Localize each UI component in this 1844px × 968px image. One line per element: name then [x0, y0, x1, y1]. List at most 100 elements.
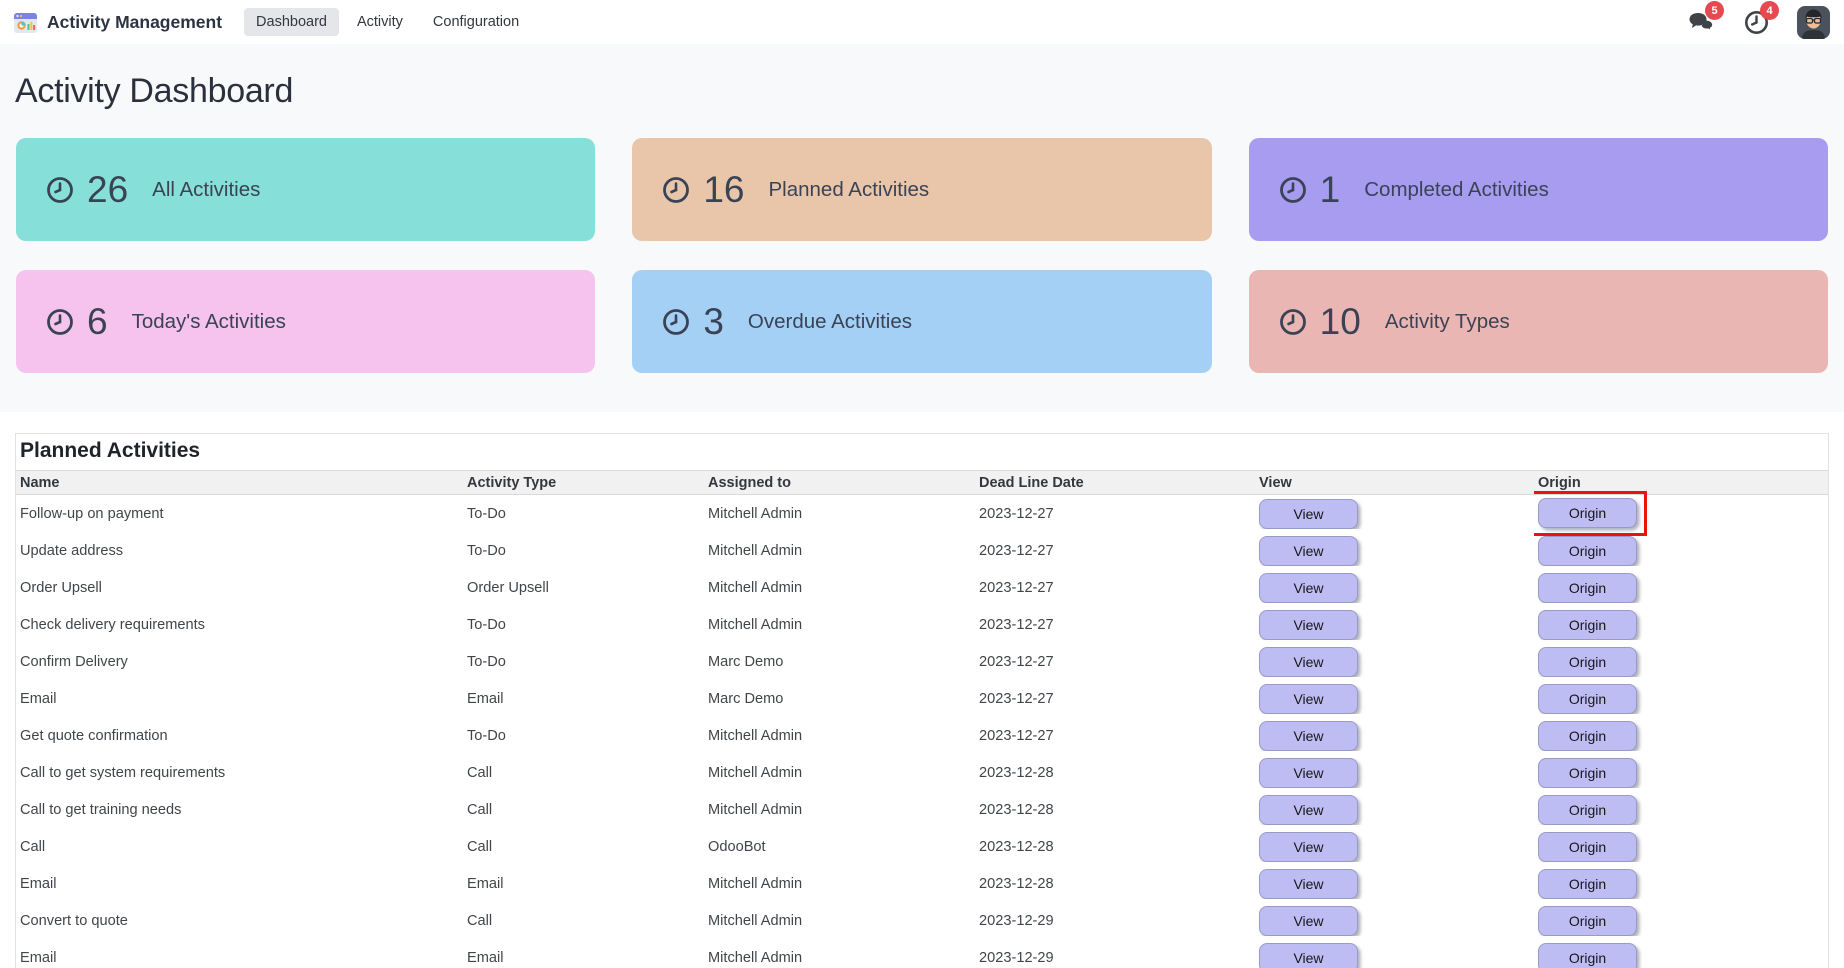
- view-button[interactable]: View: [1259, 757, 1358, 788]
- view-button[interactable]: View: [1259, 831, 1358, 862]
- col-header-name: Name: [20, 474, 60, 491]
- table-header-row: Name Activity Type Assigned to Dead Line…: [16, 470, 1828, 495]
- view-button[interactable]: View: [1259, 498, 1358, 529]
- activity-name: Call to get system requirements: [20, 764, 226, 781]
- nav-item-configuration[interactable]: Configuration: [432, 14, 520, 30]
- view-button[interactable]: View: [1259, 720, 1358, 751]
- origin-highlight-box: Origin: [1538, 572, 1637, 603]
- activity-name: Check delivery requirements: [20, 616, 205, 633]
- assigned-to: Mitchell Admin: [708, 949, 803, 966]
- planned-activities-card: Planned Activities Name Activity Type As…: [15, 433, 1829, 968]
- stat-count: 6: [87, 300, 108, 342]
- user-avatar[interactable]: [1797, 5, 1830, 39]
- assigned-to: OdooBot: [708, 838, 766, 855]
- view-button[interactable]: View: [1259, 572, 1358, 603]
- assigned-to: Mitchell Admin: [708, 616, 803, 633]
- origin-button[interactable]: Origin: [1538, 794, 1637, 825]
- app-logo-icon[interactable]: [13, 10, 38, 35]
- stat-label: All Activities: [152, 177, 261, 201]
- col-header-activity-type: Activity Type: [467, 474, 557, 491]
- view-button[interactable]: View: [1259, 683, 1358, 714]
- stat-label: Today's Activities: [131, 309, 286, 333]
- messages-button[interactable]: 5: [1687, 1, 1724, 35]
- origin-button[interactable]: Origin: [1538, 757, 1637, 788]
- activity-name: Email: [20, 875, 57, 892]
- stat-count: 10: [1319, 300, 1361, 342]
- origin-button[interactable]: Origin: [1538, 831, 1637, 862]
- origin-button[interactable]: Origin: [1538, 942, 1637, 968]
- stat-card-activity-types[interactable]: 10 Activity Types: [1248, 270, 1828, 373]
- navbar-right: 5 4: [1687, 1, 1830, 39]
- activity-type: Call: [467, 801, 493, 818]
- table-row: Get quote confirmation To-Do Mitchell Ad…: [16, 717, 1828, 754]
- activities-badge: 4: [1760, 1, 1779, 20]
- origin-highlight-box: Origin: [1538, 683, 1637, 714]
- clock-icon: [663, 176, 690, 203]
- stat-label: Completed Activities: [1364, 177, 1549, 201]
- table-row: Check delivery requirements To-Do Mitche…: [16, 606, 1828, 643]
- view-button[interactable]: View: [1259, 868, 1358, 899]
- activities-button[interactable]: 4: [1742, 1, 1779, 35]
- stat-card-all-activities[interactable]: 26 All Activities: [16, 138, 596, 241]
- assigned-to: Mitchell Admin: [708, 801, 803, 818]
- col-header-origin: Origin: [1538, 474, 1581, 491]
- activity-type: Order Upsell: [467, 579, 549, 596]
- assigned-to: Mitchell Admin: [708, 727, 803, 744]
- activity-type: Email: [467, 949, 504, 966]
- origin-highlight-box: Origin: [1538, 609, 1637, 640]
- stat-count: 1: [1319, 168, 1341, 210]
- origin-button[interactable]: Origin: [1538, 868, 1637, 899]
- assigned-to: Mitchell Admin: [708, 912, 803, 929]
- origin-button[interactable]: Origin: [1538, 609, 1637, 640]
- origin-button[interactable]: Origin: [1538, 683, 1637, 714]
- nav-item-activity[interactable]: Activity: [356, 14, 403, 30]
- origin-button[interactable]: Origin: [1538, 572, 1637, 603]
- table-row: Call to get system requirements Call Mit…: [16, 754, 1828, 791]
- table-row: Email Email Mitchell Admin 2023-12-28 Vi…: [16, 865, 1828, 902]
- deadline-date: 2023-12-29: [979, 912, 1054, 929]
- stat-card-planned-activities[interactable]: 16 Planned Activities: [632, 138, 1212, 241]
- deadline-date: 2023-12-27: [979, 542, 1054, 559]
- top-navbar: Activity Management Dashboard Activity C…: [0, 0, 1844, 44]
- activity-type: To-Do: [467, 653, 506, 670]
- origin-button[interactable]: Origin: [1538, 720, 1637, 751]
- activity-name: Confirm Delivery: [20, 653, 128, 670]
- table-body: Follow-up on payment To-Do Mitchell Admi…: [16, 491, 1828, 968]
- table-row: Convert to quote Call Mitchell Admin 202…: [16, 902, 1828, 939]
- stat-card-completed-activities[interactable]: 1 Completed Activities: [1248, 138, 1828, 241]
- table-row: Call to get training needs Call Mitchell…: [16, 791, 1828, 828]
- nav-menu: Dashboard Activity Configuration: [244, 8, 531, 36]
- view-button[interactable]: View: [1259, 535, 1358, 566]
- deadline-date: 2023-12-27: [979, 653, 1054, 670]
- view-button[interactable]: View: [1259, 609, 1358, 640]
- stat-label: Planned Activities: [768, 177, 930, 201]
- view-button[interactable]: View: [1259, 646, 1358, 677]
- view-button[interactable]: View: [1259, 905, 1358, 936]
- deadline-date: 2023-12-28: [979, 764, 1054, 781]
- nav-item-dashboard[interactable]: Dashboard: [244, 8, 339, 36]
- clock-icon: [47, 176, 73, 203]
- origin-button[interactable]: Origin: [1538, 498, 1637, 528]
- view-button[interactable]: View: [1259, 942, 1358, 968]
- stat-card-overdue-activities[interactable]: 3 Overdue Activities: [632, 270, 1212, 373]
- origin-highlight-box: Origin: [1538, 942, 1637, 968]
- origin-button[interactable]: Origin: [1538, 535, 1637, 566]
- activity-name: Follow-up on payment: [20, 505, 164, 522]
- activity-name: Email: [20, 690, 57, 707]
- col-header-view: View: [1259, 474, 1292, 491]
- origin-button[interactable]: Origin: [1538, 905, 1637, 936]
- activity-type: To-Do: [467, 727, 506, 744]
- stat-count: 3: [703, 300, 724, 342]
- activity-name: Convert to quote: [20, 912, 128, 929]
- origin-highlight-box: Origin: [1538, 831, 1637, 862]
- view-button[interactable]: View: [1259, 794, 1358, 825]
- origin-button[interactable]: Origin: [1538, 646, 1637, 677]
- origin-highlight-box: Origin: [1538, 905, 1637, 936]
- stat-count: 16: [703, 168, 745, 210]
- activity-name: Order Upsell: [20, 579, 102, 596]
- stat-card-today-s-activities[interactable]: 6 Today's Activities: [16, 270, 596, 373]
- clock-icon: [1279, 308, 1306, 335]
- activity-type: Call: [467, 764, 493, 781]
- activity-clock-icon: [1744, 10, 1768, 34]
- origin-highlight-box: Origin: [1538, 720, 1637, 751]
